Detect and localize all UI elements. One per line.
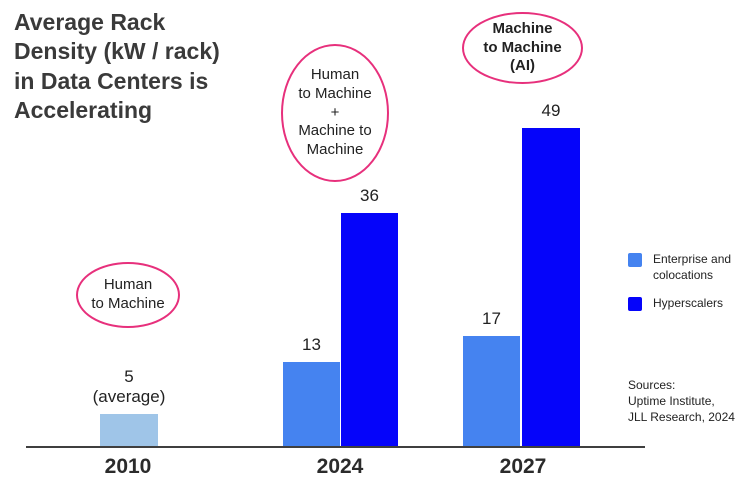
legend: Enterprise and colocations Hyperscalers — [628, 252, 731, 325]
annotation-ellipse-human-to-machine: Human to Machine — [76, 262, 180, 328]
bar-2027-enterprise-and-colocations: 17 — [463, 309, 520, 447]
annotation-text: Human to Machine + Machine to Machine — [298, 66, 372, 159]
x-axis-tick-label-2024: 2024 — [316, 455, 364, 478]
bar-2010-average-2010: 5 (average) — [93, 367, 165, 447]
annotation-text: Machine to Machine (AI) — [483, 19, 562, 75]
legend-swatch-enterprise — [628, 253, 642, 267]
bar-value-label: 36 — [360, 186, 379, 206]
legend-label: Enterprise and colocations — [653, 252, 732, 282]
x-axis-tick-label-2027: 2027 — [499, 455, 547, 478]
annotation-ellipse-machine-to-machine-ai: Machine to Machine (AI) — [462, 12, 583, 84]
annotation-ellipse-human-plus-machine-to-machine: Human to Machine + Machine to Machine — [281, 44, 389, 182]
bar-value-label: 5 (average) — [92, 366, 166, 407]
bar-value-label: 17 — [482, 309, 501, 329]
legend-label: Hyperscalers — [653, 296, 724, 311]
legend-item-hyperscalers: Hyperscalers — [628, 296, 731, 312]
x-axis-tick-label-2010: 2010 — [104, 455, 152, 478]
legend-item-enterprise: Enterprise and colocations — [628, 252, 731, 283]
bar-2027-hyperscalers: 49 — [522, 101, 580, 447]
bar-2024-hyperscalers: 36 — [341, 186, 398, 447]
bar-value-label: 49 — [541, 101, 561, 121]
bar-value-label: 13 — [302, 335, 321, 355]
bar-2024-enterprise-and-colocations: 13 — [283, 335, 340, 447]
annotation-text: Human to Machine — [91, 276, 165, 312]
sources-note: Sources: Uptime Institute, JLL Research,… — [628, 378, 735, 425]
chart-title: Average Rack Density (kW / rack) in Data… — [14, 9, 220, 124]
legend-swatch-hyperscalers — [628, 297, 642, 312]
x-axis-line — [26, 446, 645, 448]
